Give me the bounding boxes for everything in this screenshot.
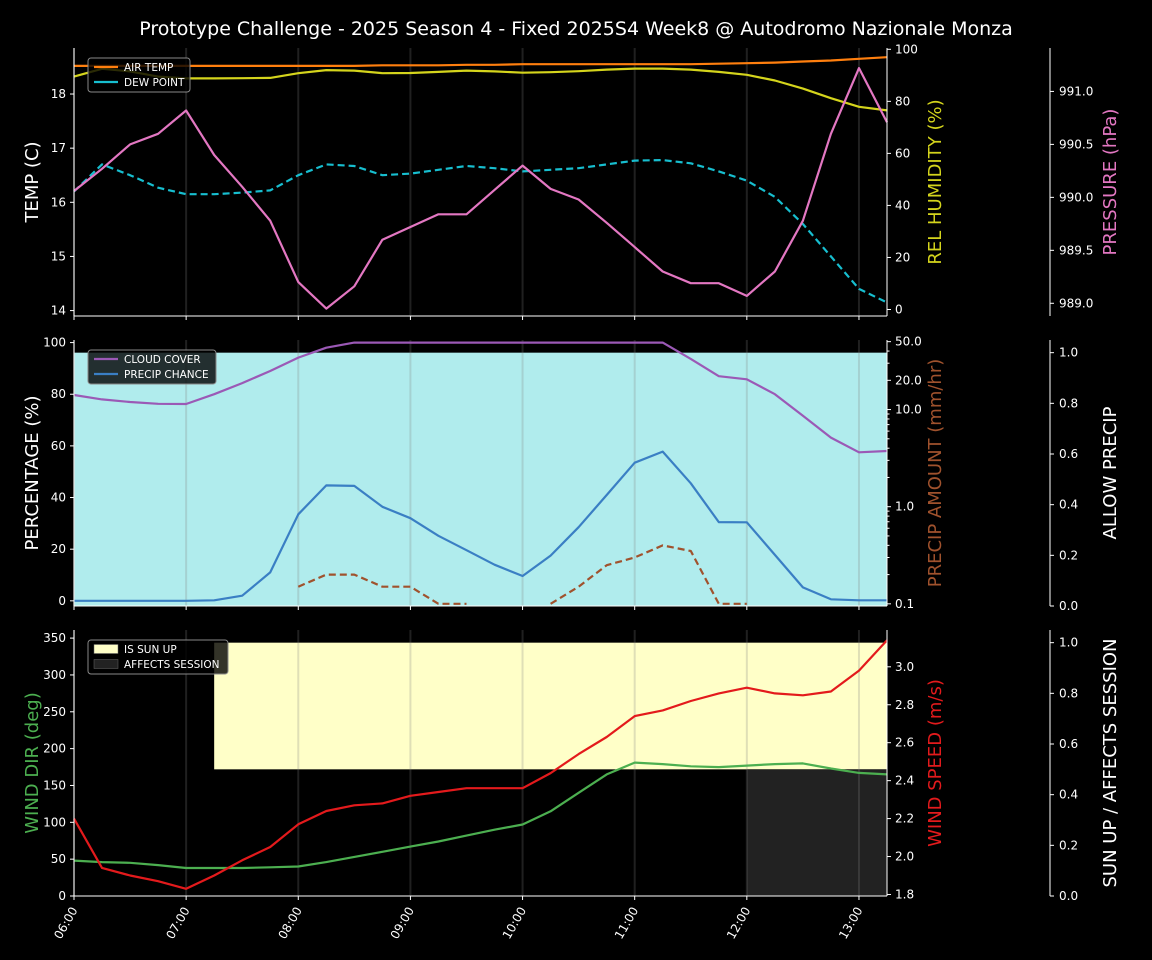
series-cloud-cover <box>73 341 888 454</box>
y-tick-label: 50 <box>51 852 66 866</box>
y3-tick-label: 0.4 <box>1059 498 1078 512</box>
y-tick-label: 100 <box>43 815 66 829</box>
panel-2: 0 20 40 60 80 100 0.1 1.0 10.0 20.0 50.0 0.0 0.2 0.4 0… <box>22 335 1121 613</box>
y3-tick-label: 0.8 <box>1059 686 1078 700</box>
legend-label: DEW POINT <box>124 77 185 89</box>
series-dew-point <box>73 159 888 304</box>
y-tick-label: 250 <box>43 705 66 719</box>
legend-label: CLOUD COVER <box>124 354 201 366</box>
series-precip-amount <box>297 544 747 605</box>
y3-tick-label: 0.8 <box>1059 396 1078 410</box>
legend-label: AFFECTS SESSION <box>124 659 220 671</box>
y3-tick-label: 0.0 <box>1059 599 1078 613</box>
y2-tick-label: 60 <box>895 146 910 160</box>
x-tick-label: 10:00 <box>500 905 529 942</box>
y3-tick-label: 990.5 <box>1059 137 1093 151</box>
y3-axis-label: PRESSURE (hPa) <box>1100 109 1121 256</box>
legend-label: IS SUN UP <box>124 644 177 656</box>
y2-tick-label: 0 <box>895 302 903 316</box>
y2-axis-label: REL HUMIDITY (%) <box>925 99 946 264</box>
x-tick-label: 12:00 <box>724 905 753 942</box>
legend-box <box>87 349 217 385</box>
y-axis-label: PERCENTAGE (%) <box>22 395 43 550</box>
y3-tick-label: 991.0 <box>1059 84 1093 98</box>
series-pressure <box>73 67 888 310</box>
y-tick-label: 300 <box>43 668 66 682</box>
y-tick-label: 150 <box>43 778 66 792</box>
y3-tick-label: 1.0 <box>1059 346 1078 360</box>
panel-1: 14 15 16 17 18 0 20 40 60 80 100 989.0 989.5 990.0 990… <box>22 42 1121 320</box>
allow-precip-fill <box>74 352 887 606</box>
y-tick-label: 0 <box>58 594 66 608</box>
y2-tick-label: 50.0 <box>895 335 922 349</box>
y-tick-label: 80 <box>51 387 66 401</box>
y-tick-label: 40 <box>51 491 66 505</box>
panel-3: 0 50 100 150 200 250 300 350 1.8 2.0 2.2 2.4 2.6 2.8 3… <box>22 630 1121 941</box>
legend-label: AIR TEMP <box>124 62 173 74</box>
y2-tick-label: 2.0 <box>895 850 914 864</box>
y2-tick-label: 20.0 <box>895 373 922 387</box>
y2-tick-label: 100 <box>895 42 918 56</box>
y-tick-label: 15 <box>51 249 66 263</box>
y-tick-label: 200 <box>43 742 66 756</box>
x-tick-label: 07:00 <box>163 905 192 942</box>
y-tick-label: 350 <box>43 631 66 645</box>
y2-tick-label: 10.0 <box>895 403 922 417</box>
y-tick-label: 18 <box>51 87 66 101</box>
y3-tick-label: 0.4 <box>1059 788 1078 802</box>
y2-axis-label: PRECIP AMOUNT (mm/hr) <box>925 359 946 588</box>
y3-tick-label: 1.0 <box>1059 636 1078 650</box>
series-rel-humidity <box>73 67 888 112</box>
x-tick-label: 09:00 <box>388 905 417 942</box>
x-tick-label: 13:00 <box>836 905 865 942</box>
y2-tick-label: 20 <box>895 250 910 264</box>
x-tick-label: 08:00 <box>275 905 304 942</box>
sun-up-fill <box>214 642 887 770</box>
y-axis-label: WIND DIR (deg) <box>22 692 43 834</box>
y-tick-label: 0 <box>58 889 66 903</box>
y-tick-label: 20 <box>51 542 66 556</box>
legend-swatch <box>93 659 119 669</box>
y3-tick-label: 0.6 <box>1059 447 1078 461</box>
y-tick-label: 16 <box>51 195 66 209</box>
y3-tick-label: 0.2 <box>1059 548 1078 562</box>
y2-tick-label: 40 <box>895 198 910 212</box>
y3-tick-label: 990.0 <box>1059 190 1093 204</box>
y2-tick-label: 2.8 <box>895 698 914 712</box>
y2-tick-label: 2.4 <box>895 774 914 788</box>
y2-tick-label: 3.0 <box>895 660 914 674</box>
chart-title: Prototype Challenge - 2025 Season 4 - Fi… <box>139 18 1013 40</box>
series-wind-speed <box>73 639 888 890</box>
y2-tick-label: 80 <box>895 94 910 108</box>
y3-tick-label: 0.6 <box>1059 737 1078 751</box>
y2-tick-label: 1.0 <box>895 500 914 514</box>
y-tick-label: 17 <box>51 141 66 155</box>
y-axis-label: TEMP (C) <box>22 141 43 223</box>
legend-swatch <box>93 644 119 654</box>
y2-tick-label: 0.1 <box>895 597 914 611</box>
affects-session-fill <box>746 769 887 896</box>
y-tick-label: 100 <box>43 336 66 350</box>
series-wind-dir <box>73 761 888 870</box>
y3-axis-label: ALLOW PRECIP <box>1100 406 1121 539</box>
y2-tick-label: 2.2 <box>895 812 914 826</box>
y2-axis-label: WIND SPEED (m/s) <box>925 679 946 847</box>
series-air-temp <box>74 56 888 67</box>
y3-axis-label: SUN UP / AFFECTS SESSION <box>1100 638 1121 887</box>
y3-tick-label: 989.0 <box>1059 296 1093 310</box>
y3-tick-label: 0.0 <box>1059 889 1078 903</box>
y3-tick-label: 0.2 <box>1059 838 1078 852</box>
x-tick-label: 06:00 <box>51 905 80 942</box>
legend-label: PRECIP CHANCE <box>124 369 209 381</box>
y3-tick-label: 989.5 <box>1059 243 1093 257</box>
y-tick-label: 14 <box>51 304 66 318</box>
y-tick-label: 60 <box>51 439 66 453</box>
x-tick-label: 11:00 <box>612 905 641 942</box>
y2-tick-label: 2.6 <box>895 736 914 750</box>
series-precip-chance <box>74 450 887 602</box>
y2-tick-label: 1.8 <box>895 887 914 901</box>
legend-box <box>87 639 229 675</box>
